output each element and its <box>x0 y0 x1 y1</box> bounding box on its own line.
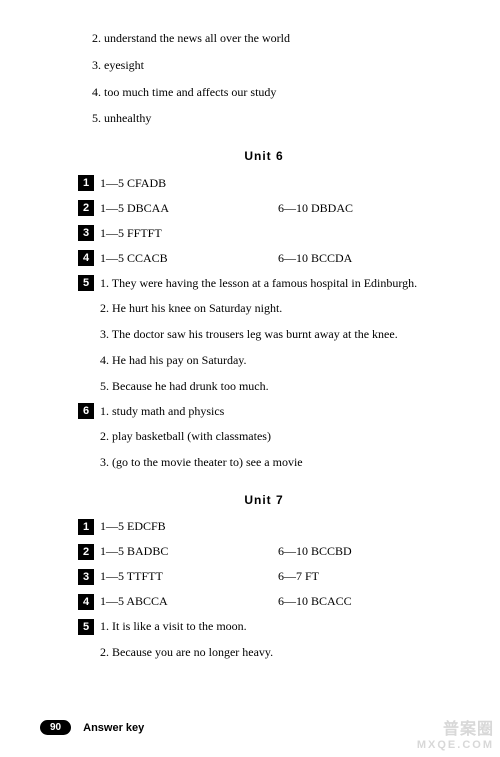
answer-col2: 6—10 BCACC <box>278 594 450 609</box>
question-number-box: 1 <box>78 175 94 191</box>
question-number-box: 3 <box>78 225 94 241</box>
answer-row: 4 1—5 ABCCA 6—10 BCACC <box>78 594 450 610</box>
answer-subline: 3. The doctor saw his trousers leg was b… <box>78 326 450 343</box>
unit-6-title: Unit 6 <box>78 149 450 163</box>
answer-subline: 4. He had his pay on Saturday. <box>78 352 450 369</box>
page-number: 90 <box>40 720 71 735</box>
answer-row: 6 1. study math and physics <box>78 403 450 419</box>
answer-col1: 1—5 TTFTT <box>100 569 278 584</box>
answer-col1: 1—5 CCACB <box>100 251 278 266</box>
question-number-box: 1 <box>78 519 94 535</box>
answer-col2: 6—10 BCCBD <box>278 544 450 559</box>
answer-subline: 3. (go to the movie theater to) see a mo… <box>78 454 450 471</box>
answer-text: 1. study math and physics <box>100 404 224 419</box>
question-number-box: 5 <box>78 275 94 291</box>
answer-col1: 1—5 CFADB <box>100 176 278 191</box>
answer-row: 3 1—5 FFTFT <box>78 225 450 241</box>
top-item: 4. too much time and affects our study <box>78 84 450 101</box>
watermark: 普案圈 MXQE.COM <box>417 721 494 751</box>
answer-subline: 5. Because he had drunk too much. <box>78 378 450 395</box>
answer-row: 1 1—5 EDCFB <box>78 519 450 535</box>
watermark-text-top: 普案圈 <box>417 721 494 739</box>
answer-col2: 6—7 FT <box>278 569 450 584</box>
answer-row: 5 1. It is like a visit to the moon. <box>78 619 450 635</box>
answer-col2: 6—10 BCCDA <box>278 251 450 266</box>
question-number-box: 2 <box>78 200 94 216</box>
answer-col1: 1—5 EDCFB <box>100 519 278 534</box>
unit-7-title: Unit 7 <box>78 493 450 507</box>
question-number-box: 5 <box>78 619 94 635</box>
answer-row: 2 1—5 BADBC 6—10 BCCBD <box>78 544 450 560</box>
question-number-box: 6 <box>78 403 94 419</box>
question-number-box: 2 <box>78 544 94 560</box>
answer-subline: 2. He hurt his knee on Saturday night. <box>78 300 450 317</box>
question-number-box: 4 <box>78 594 94 610</box>
answer-subline: 2. Because you are no longer heavy. <box>78 644 450 661</box>
footer-label: Answer key <box>83 722 144 734</box>
answer-text: 1. They were having the lesson at a famo… <box>100 276 417 291</box>
answer-col1: 1—5 FFTFT <box>100 226 278 241</box>
answer-col1: 1—5 DBCAA <box>100 201 278 216</box>
answer-row: 2 1—5 DBCAA 6—10 DBDAC <box>78 200 450 216</box>
answer-col1: 1—5 BADBC <box>100 544 278 559</box>
watermark-text-bottom: MXQE.COM <box>417 739 494 751</box>
page-footer: 90 Answer key <box>40 720 144 735</box>
answer-col1: 1—5 ABCCA <box>100 594 278 609</box>
top-item: 3. eyesight <box>78 57 450 74</box>
top-item: 5. unhealthy <box>78 110 450 127</box>
answer-row: 4 1—5 CCACB 6—10 BCCDA <box>78 250 450 266</box>
answer-col2: 6—10 DBDAC <box>278 201 450 216</box>
question-number-box: 3 <box>78 569 94 585</box>
answer-row: 3 1—5 TTFTT 6—7 FT <box>78 569 450 585</box>
answer-row: 5 1. They were having the lesson at a fa… <box>78 275 450 291</box>
question-number-box: 4 <box>78 250 94 266</box>
answer-row: 1 1—5 CFADB <box>78 175 450 191</box>
top-item: 2. understand the news all over the worl… <box>78 30 450 47</box>
answer-subline: 2. play basketball (with classmates) <box>78 428 450 445</box>
page-content: 2. understand the news all over the worl… <box>0 0 500 710</box>
answer-text: 1. It is like a visit to the moon. <box>100 619 247 634</box>
